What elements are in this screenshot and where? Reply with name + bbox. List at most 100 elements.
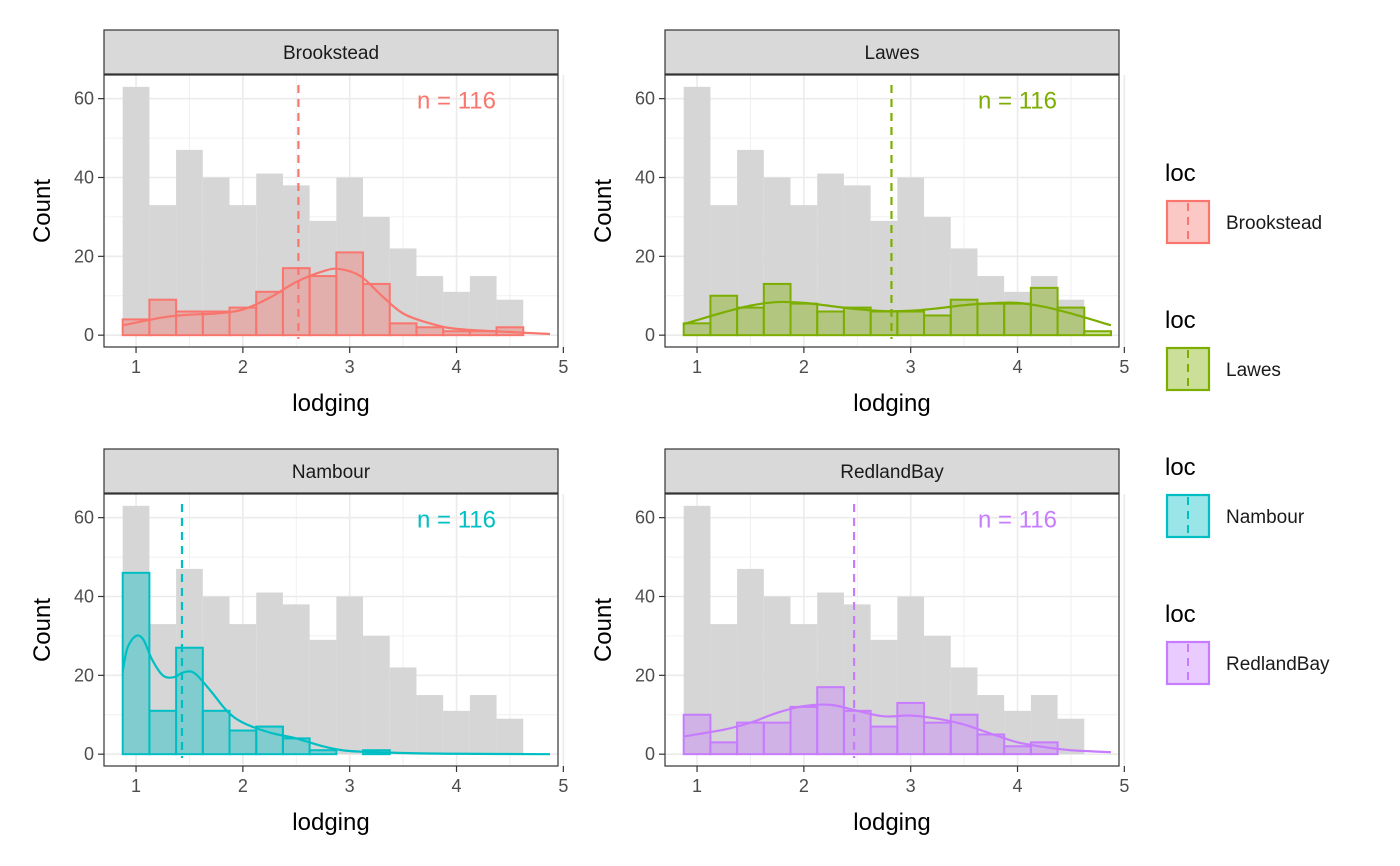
facet-strip-label: Lawes — [865, 43, 920, 64]
background-histogram-bar — [897, 177, 925, 336]
background-histogram-bar — [870, 639, 898, 755]
background-histogram-bar — [363, 216, 390, 336]
histogram-bar — [709, 741, 739, 756]
x-tick-label: 2 — [238, 357, 248, 377]
x-tick-label: 3 — [906, 776, 916, 796]
background-histogram-bar — [870, 220, 898, 336]
x-tick-label: 2 — [799, 776, 809, 796]
y-tick-label: 60 — [74, 89, 94, 109]
histogram-bar — [201, 709, 231, 756]
x-axis-title: lodging — [853, 809, 930, 836]
background-histogram-bar — [1057, 718, 1085, 755]
histogram-bar — [976, 302, 1006, 337]
background-histogram-bar — [1004, 291, 1031, 336]
histogram-bar — [949, 713, 979, 756]
y-axis-title: Count — [29, 179, 56, 243]
histogram-bar — [255, 725, 284, 756]
histogram-bar — [842, 709, 872, 756]
background-histogram-bar — [710, 624, 738, 755]
x-tick-label: 3 — [345, 776, 355, 796]
background-histogram-bar — [817, 173, 844, 336]
background-histogram-bar — [309, 639, 337, 755]
histogram-bar — [736, 721, 765, 756]
facet-strip — [664, 448, 1120, 494]
n-annotation: n = 116 — [417, 88, 496, 115]
background-histogram-bar — [389, 667, 417, 755]
background-histogram-bar — [122, 505, 150, 755]
histogram-bar — [869, 725, 899, 756]
background-histogram-bar — [950, 667, 978, 755]
x-tick-label: 3 — [345, 357, 355, 377]
facet-strip-label: RedlandBay — [840, 462, 944, 483]
background-histogram-bar — [496, 718, 524, 755]
background-histogram-bar — [763, 177, 791, 336]
facet-panel-lawes: n = 116 Lawes 1 2 3 4 5 0 20 40 60 lodging Count — [590, 29, 1129, 417]
histogram-bar — [1056, 306, 1086, 337]
histogram-bar — [1003, 745, 1032, 756]
histogram-bar — [362, 282, 391, 337]
background-histogram-bar — [416, 695, 444, 755]
background-histogram-bar — [817, 592, 844, 755]
x-tick-label: 2 — [799, 357, 809, 377]
background-histogram-bar — [176, 568, 203, 755]
background-histogram-bar — [843, 604, 871, 755]
x-tick-label: 5 — [558, 776, 568, 796]
n-annotation: n = 116 — [978, 88, 1057, 115]
x-tick-label: 1 — [131, 776, 141, 796]
histogram-bar — [816, 686, 845, 756]
y-tick-label: 0 — [645, 325, 655, 345]
background-histogram-bar — [149, 624, 177, 755]
background-histogram-bar — [443, 710, 470, 755]
background-histogram-bar — [122, 86, 150, 336]
histogram-bar — [923, 721, 952, 756]
y-tick-label: 40 — [635, 586, 655, 606]
background-histogram-bar — [282, 604, 310, 755]
legend-label: Lawes — [1226, 360, 1281, 381]
background-histogram-bar — [336, 596, 364, 755]
y-tick-label: 60 — [635, 89, 655, 109]
n-annotation: n = 116 — [417, 507, 496, 534]
legend-title: loc — [1165, 160, 1196, 187]
facet-strip-label: Nambour — [292, 462, 371, 483]
histogram-bar — [442, 330, 471, 337]
histogram-bar — [682, 322, 712, 337]
x-tick-label: 5 — [1119, 776, 1129, 796]
background-histogram-bar — [683, 86, 711, 336]
y-tick-label: 40 — [635, 167, 655, 187]
facet-strip — [664, 29, 1120, 75]
histogram-bar — [762, 282, 792, 337]
background-histogram-bar — [149, 205, 177, 336]
legend-label: RedlandBay — [1226, 654, 1330, 675]
histogram-bar — [762, 721, 792, 756]
facet-strip — [103, 448, 559, 494]
x-tick-label: 2 — [238, 776, 248, 796]
histogram-bar — [148, 709, 178, 756]
y-tick-label: 20 — [635, 246, 655, 266]
y-tick-label: 40 — [74, 167, 94, 187]
y-tick-label: 20 — [74, 246, 94, 266]
panel-border — [103, 74, 559, 348]
x-tick-label: 3 — [906, 357, 916, 377]
x-tick-label: 1 — [131, 357, 141, 377]
histogram-bar — [175, 646, 204, 756]
facet-strip-label: Brookstead — [283, 43, 379, 64]
background-histogram-bar — [202, 177, 230, 336]
background-histogram-bar — [790, 624, 818, 755]
y-tick-label: 40 — [74, 586, 94, 606]
background-histogram-bar — [363, 635, 390, 755]
background-histogram-bar — [389, 248, 417, 336]
density-curve — [122, 267, 551, 336]
background-histogram-bar — [256, 173, 283, 336]
legend-label: Nambour — [1226, 507, 1305, 528]
histogram-bar — [281, 267, 311, 337]
histogram-bar — [736, 306, 765, 337]
panel-border — [664, 493, 1120, 767]
y-axis-title: Count — [29, 598, 56, 662]
y-tick-label: 60 — [635, 508, 655, 528]
density-curve — [683, 703, 1112, 754]
background-histogram-bar — [1030, 695, 1058, 755]
background-histogram-bar — [763, 596, 791, 755]
histogram-bar — [869, 310, 899, 337]
histogram-bar — [308, 749, 338, 756]
histogram-bar — [789, 705, 819, 756]
